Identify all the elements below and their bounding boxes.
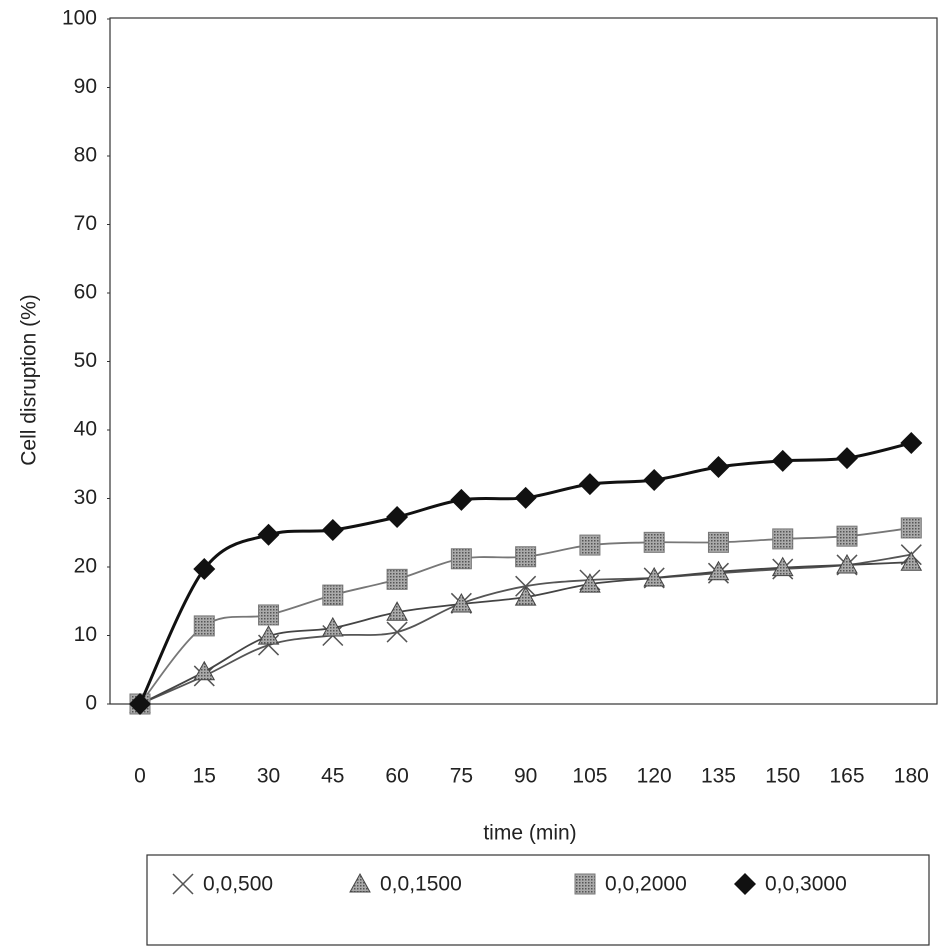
x-tick-label: 150	[765, 765, 800, 788]
marker-diamond	[515, 487, 537, 509]
x-tick-label: 0	[134, 765, 146, 788]
marker-diamond	[836, 447, 858, 469]
y-tick-label: 20	[74, 555, 97, 578]
marker-x	[173, 874, 193, 894]
y-tick-label: 40	[74, 418, 97, 441]
marker-square	[773, 529, 793, 549]
marker-diamond	[579, 473, 601, 495]
marker-triangle	[259, 626, 279, 644]
marker-triangle	[350, 874, 370, 892]
marker-square	[451, 549, 471, 569]
marker-diamond	[322, 519, 344, 541]
marker-square	[516, 547, 536, 567]
marker-diamond	[734, 873, 756, 895]
marker-triangle	[194, 662, 214, 680]
series-line	[140, 555, 911, 704]
marker-square	[259, 605, 279, 625]
marker-square	[837, 526, 857, 546]
legend-label: 0,0,3000	[765, 873, 847, 896]
marker-square	[580, 535, 600, 555]
y-tick-label: 60	[74, 281, 97, 304]
x-tick-label: 30	[257, 765, 280, 788]
marker-square	[708, 532, 728, 552]
legend-label: 0,0,2000	[605, 873, 687, 896]
x-tick-label: 165	[829, 765, 864, 788]
x-tick-label: 120	[637, 765, 672, 788]
x-tick-label: 60	[385, 765, 408, 788]
y-tick-label: 0	[85, 692, 97, 715]
y-tick-label: 100	[62, 7, 97, 30]
marker-square	[194, 616, 214, 636]
marker-square	[901, 518, 921, 538]
series-line	[140, 562, 911, 704]
legend-label: 0,0,1500	[380, 873, 462, 896]
chart: time (min) Cell disruption (%) 0 10 20 30 40…	[0, 0, 939, 949]
x-tick-label: 90	[514, 765, 537, 788]
marker-x	[387, 622, 407, 642]
y-tick-label: 80	[74, 144, 97, 167]
x-tick-label: 105	[572, 765, 607, 788]
y-tick-label: 70	[74, 212, 97, 235]
marker-diamond	[258, 524, 280, 546]
y-tick-label: 10	[74, 623, 97, 646]
y-tick-label: 50	[74, 349, 97, 372]
y-tick-label: 30	[74, 486, 97, 509]
marker-diamond	[707, 456, 729, 478]
marker-square	[644, 532, 664, 552]
marker-diamond	[643, 469, 665, 491]
x-axis-title: time (min)	[483, 822, 576, 845]
marker-diamond	[900, 432, 922, 454]
x-tick-label: 180	[894, 765, 929, 788]
marker-diamond	[386, 506, 408, 528]
y-tick-label: 90	[74, 75, 97, 98]
legend-label: 0,0,500	[203, 873, 273, 896]
marker-square	[323, 585, 343, 605]
x-tick-label: 75	[450, 765, 473, 788]
x-tick-label: 135	[701, 765, 736, 788]
marker-square	[575, 874, 595, 894]
marker-diamond	[450, 489, 472, 511]
legend-box	[147, 855, 929, 945]
marker-square	[387, 569, 407, 589]
marker-diamond	[772, 450, 794, 472]
y-axis-title: Cell disruption (%)	[18, 294, 41, 466]
series-line	[140, 443, 911, 704]
x-tick-label: 45	[321, 765, 344, 788]
x-tick-label: 15	[193, 765, 216, 788]
